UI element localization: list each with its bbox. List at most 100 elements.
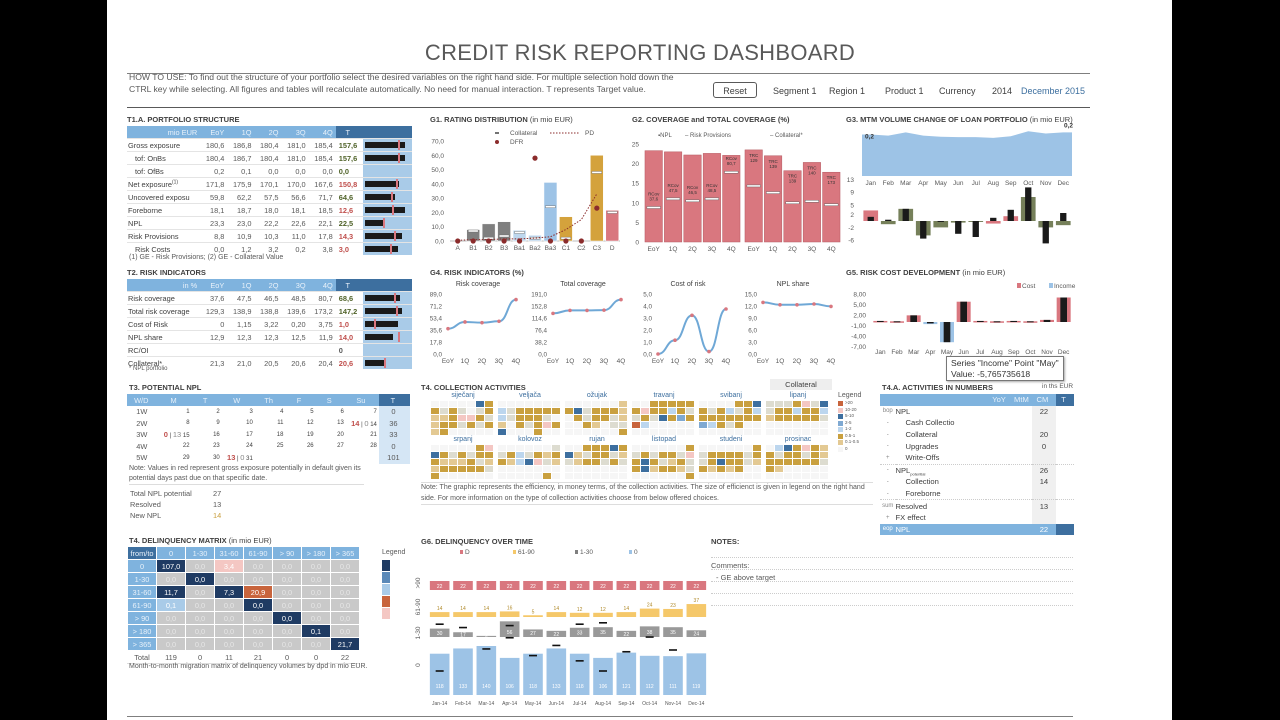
heatmap-cell[interactable]: [431, 459, 439, 465]
heatmap-cell[interactable]: [784, 445, 792, 451]
heatmap-cell[interactable]: [485, 415, 493, 421]
heatmap-cell[interactable]: [610, 415, 618, 421]
heatmap-cell[interactable]: [440, 401, 448, 407]
heatmap-cell[interactable]: [449, 459, 457, 465]
heatmap-cell[interactable]: [507, 459, 515, 465]
heatmap-cell[interactable]: [793, 429, 801, 435]
heatmap-cell[interactable]: [574, 466, 582, 472]
heatmap-cell[interactable]: [766, 422, 774, 428]
heatmap-cell[interactable]: [601, 466, 609, 472]
heatmap-cell[interactable]: [592, 415, 600, 421]
heatmap-cell[interactable]: [485, 459, 493, 465]
heatmap-cell[interactable]: [485, 408, 493, 414]
heatmap-cell[interactable]: [641, 401, 649, 407]
heatmap-cell[interactable]: [686, 445, 694, 451]
heatmap-cell[interactable]: [592, 429, 600, 435]
heatmap-cell[interactable]: [552, 422, 560, 428]
heatmap-cell[interactable]: [766, 429, 774, 435]
calendar-day[interactable]: 12: [285, 418, 315, 430]
heatmap-cell[interactable]: [574, 452, 582, 458]
heatmap-cell[interactable]: [708, 466, 716, 472]
heatmap-cell[interactable]: [744, 459, 752, 465]
collateral-button[interactable]: Collateral: [770, 379, 832, 390]
heatmap-cell[interactable]: [811, 429, 819, 435]
heatmap-cell[interactable]: [753, 408, 761, 414]
heatmap-cell[interactable]: [552, 401, 560, 407]
heatmap-cell[interactable]: [440, 473, 448, 479]
heatmap-cell[interactable]: [641, 408, 649, 414]
heatmap-cell[interactable]: [753, 459, 761, 465]
heatmap-cell[interactable]: [458, 415, 466, 421]
heatmap-cell[interactable]: [449, 445, 457, 451]
heatmap-cell[interactable]: [485, 429, 493, 435]
heatmap-cell[interactable]: [610, 473, 618, 479]
heatmap-cell[interactable]: [498, 422, 506, 428]
heatmap-cell[interactable]: [619, 445, 627, 451]
heatmap-cell[interactable]: [699, 415, 707, 421]
heatmap-cell[interactable]: [619, 452, 627, 458]
heatmap-cell[interactable]: [668, 466, 676, 472]
heatmap-cell[interactable]: [449, 415, 457, 421]
heatmap-cell[interactable]: [632, 459, 640, 465]
heatmap-cell[interactable]: [650, 401, 658, 407]
heatmap-cell[interactable]: [458, 473, 466, 479]
heatmap-cell[interactable]: [811, 415, 819, 421]
heatmap-cell[interactable]: [440, 422, 448, 428]
heatmap-cell[interactable]: [619, 429, 627, 435]
heatmap-cell[interactable]: [784, 429, 792, 435]
heatmap-cell[interactable]: [726, 415, 734, 421]
calendar-day[interactable]: [255, 452, 286, 464]
heatmap-cell[interactable]: [784, 466, 792, 472]
heatmap-cell[interactable]: [601, 429, 609, 435]
heatmap-cell[interactable]: [458, 401, 466, 407]
heatmap-cell[interactable]: [717, 452, 725, 458]
heatmap-cell[interactable]: [766, 452, 774, 458]
heatmap-cell[interactable]: [717, 401, 725, 407]
heatmap-cell[interactable]: [717, 473, 725, 479]
heatmap-cell[interactable]: [677, 401, 685, 407]
heatmap-cell[interactable]: [467, 466, 475, 472]
heatmap-cell[interactable]: [565, 422, 573, 428]
calendar-day[interactable]: 6: [316, 406, 346, 418]
heatmap-cell[interactable]: [753, 422, 761, 428]
heatmap-cell[interactable]: [601, 408, 609, 414]
heatmap-cell[interactable]: [766, 401, 774, 407]
calendar-day[interactable]: 23: [192, 441, 222, 453]
heatmap-cell[interactable]: [717, 408, 725, 414]
heatmap-cell[interactable]: [766, 415, 774, 421]
heatmap-cell[interactable]: [485, 422, 493, 428]
heatmap-cell[interactable]: [565, 473, 573, 479]
heatmap-cell[interactable]: [632, 401, 640, 407]
heatmap-cell[interactable]: [802, 429, 810, 435]
heatmap-cell[interactable]: [650, 452, 658, 458]
heatmap-cell[interactable]: [574, 408, 582, 414]
heatmap-cell[interactable]: [485, 452, 493, 458]
heatmap-cell[interactable]: [811, 445, 819, 451]
heatmap-cell[interactable]: [632, 422, 640, 428]
heatmap-cell[interactable]: [677, 459, 685, 465]
heatmap-cell[interactable]: [431, 415, 439, 421]
calendar-day[interactable]: 25: [255, 441, 286, 453]
heatmap-cell[interactable]: [726, 459, 734, 465]
heatmap-cell[interactable]: [726, 422, 734, 428]
heatmap-cell[interactable]: [498, 445, 506, 451]
heatmap-cell[interactable]: [677, 422, 685, 428]
heatmap-cell[interactable]: [476, 466, 484, 472]
heatmap-cell[interactable]: [744, 445, 752, 451]
heatmap-cell[interactable]: [811, 422, 819, 428]
heatmap-cell[interactable]: [686, 401, 694, 407]
heatmap-cell[interactable]: [498, 415, 506, 421]
heatmap-cell[interactable]: [516, 415, 524, 421]
heatmap-cell[interactable]: [744, 473, 752, 479]
heatmap-cell[interactable]: [766, 459, 774, 465]
filter-product-1[interactable]: Product 1: [885, 86, 924, 96]
filter-december-2015[interactable]: December 2015: [1021, 86, 1086, 96]
heatmap-cell[interactable]: [619, 459, 627, 465]
heatmap-cell[interactable]: [565, 466, 573, 472]
heatmap-cell[interactable]: [717, 445, 725, 451]
heatmap-cell[interactable]: [516, 429, 524, 435]
heatmap-cell[interactable]: [476, 408, 484, 414]
heatmap-cell[interactable]: [699, 445, 707, 451]
heatmap-cell[interactable]: [668, 422, 676, 428]
filter-2014[interactable]: 2014: [992, 86, 1013, 96]
